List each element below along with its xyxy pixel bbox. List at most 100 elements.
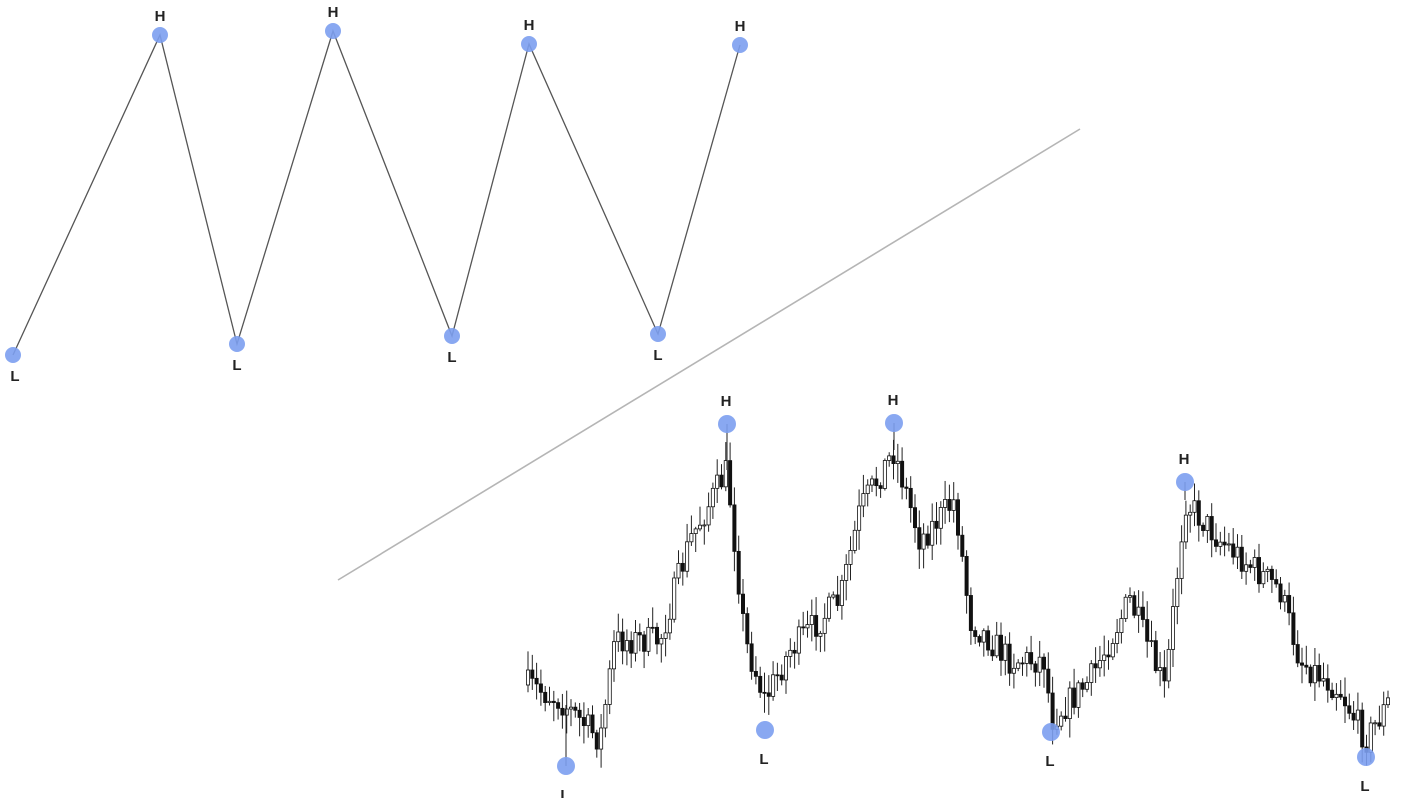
candle-body xyxy=(1029,652,1034,665)
candle-body xyxy=(1192,500,1197,513)
candle-body xyxy=(1106,654,1111,658)
candle-body xyxy=(968,595,973,631)
candle-body xyxy=(1162,667,1167,682)
candle-body xyxy=(1110,643,1115,658)
candle-body xyxy=(1244,564,1249,572)
pivot-label: H xyxy=(721,393,732,410)
candle-body xyxy=(1351,712,1356,721)
candle-body xyxy=(857,505,862,531)
candle-body xyxy=(642,634,647,652)
candle-body xyxy=(620,631,625,652)
candle-body xyxy=(633,632,638,654)
candle-body xyxy=(530,669,535,679)
candle-body xyxy=(1020,662,1025,665)
candle-body xyxy=(1175,578,1180,607)
candle-body xyxy=(1063,715,1068,719)
candle-body xyxy=(547,700,552,703)
candle-body xyxy=(1183,514,1188,543)
candle-body xyxy=(1330,689,1335,699)
candle-body xyxy=(577,709,582,718)
candle-body xyxy=(1188,511,1193,516)
candle-body xyxy=(1218,541,1223,547)
candle-body xyxy=(956,499,961,536)
candle-body xyxy=(689,533,694,543)
candle-body xyxy=(1278,583,1283,603)
candle-body xyxy=(1257,557,1262,585)
pivot-label: H xyxy=(735,18,746,35)
zigzag-line xyxy=(12,29,741,356)
candle-body xyxy=(560,707,565,716)
candle-body xyxy=(771,674,776,697)
candle-body xyxy=(710,487,715,508)
candle-body xyxy=(986,630,991,651)
pivot-label: H xyxy=(524,17,535,34)
candle-body xyxy=(655,626,660,645)
candle-body xyxy=(1003,643,1008,661)
candle-body xyxy=(1140,606,1145,620)
pivot-label: L xyxy=(560,787,569,798)
candle-body xyxy=(1312,665,1317,684)
candle-body xyxy=(951,499,956,511)
candle-body xyxy=(822,617,827,634)
candle-body xyxy=(891,455,896,465)
candle-body xyxy=(685,541,690,572)
candle-body xyxy=(1089,663,1094,683)
candle-body xyxy=(882,460,887,489)
candle-body xyxy=(736,550,741,595)
pivot-point xyxy=(885,414,903,432)
candle-body xyxy=(1011,667,1016,674)
candle-body xyxy=(796,626,801,654)
candle-body xyxy=(1334,693,1339,699)
pivot-label: L xyxy=(759,751,768,768)
pivot-point xyxy=(229,336,245,352)
candle-body xyxy=(913,507,918,529)
candle-body xyxy=(895,460,900,465)
pivot-point xyxy=(1042,723,1060,741)
candle-body xyxy=(779,674,784,681)
candle-body xyxy=(1214,539,1219,547)
pivot-label: H xyxy=(888,392,899,409)
candle-body xyxy=(629,640,634,654)
candle-body xyxy=(792,649,797,654)
candle-body xyxy=(1132,595,1137,616)
candle-body xyxy=(1067,687,1072,719)
candle-body xyxy=(1059,715,1064,727)
candle-body xyxy=(1076,682,1081,708)
candle-body xyxy=(852,529,857,551)
candle-body xyxy=(551,700,556,704)
candle-body xyxy=(534,677,539,685)
candle-body xyxy=(999,634,1004,661)
pivots: L H L H L H L H L H L H L H L xyxy=(5,4,1375,798)
candle-body xyxy=(1024,652,1029,664)
candle-body xyxy=(835,594,840,606)
candlestick-chart xyxy=(526,423,1391,768)
candle-body xyxy=(900,460,905,488)
candle-body xyxy=(775,674,780,677)
candle-body xyxy=(1377,722,1382,727)
candle-body xyxy=(586,714,591,727)
pivot-point xyxy=(718,415,736,433)
candle-body xyxy=(1007,643,1012,674)
candle-body xyxy=(1231,543,1236,558)
pivot-point xyxy=(650,326,666,342)
candle-body xyxy=(1123,596,1128,619)
candle-body xyxy=(801,626,806,629)
candle-body xyxy=(904,486,909,489)
candle-body xyxy=(874,478,879,487)
candle-body xyxy=(977,636,982,643)
candle-body xyxy=(1042,656,1047,670)
candle-body xyxy=(964,556,969,596)
candle-body xyxy=(1166,648,1171,682)
candle-body xyxy=(947,499,952,511)
candle-body xyxy=(624,640,629,652)
candle-body xyxy=(1097,660,1102,669)
pivot-point xyxy=(1357,748,1375,766)
candle-body xyxy=(981,630,986,643)
candle-body xyxy=(934,520,939,529)
candle-body xyxy=(818,632,823,637)
candle-body xyxy=(990,649,995,657)
candle-body xyxy=(1085,682,1090,690)
candle-body xyxy=(1291,612,1296,645)
